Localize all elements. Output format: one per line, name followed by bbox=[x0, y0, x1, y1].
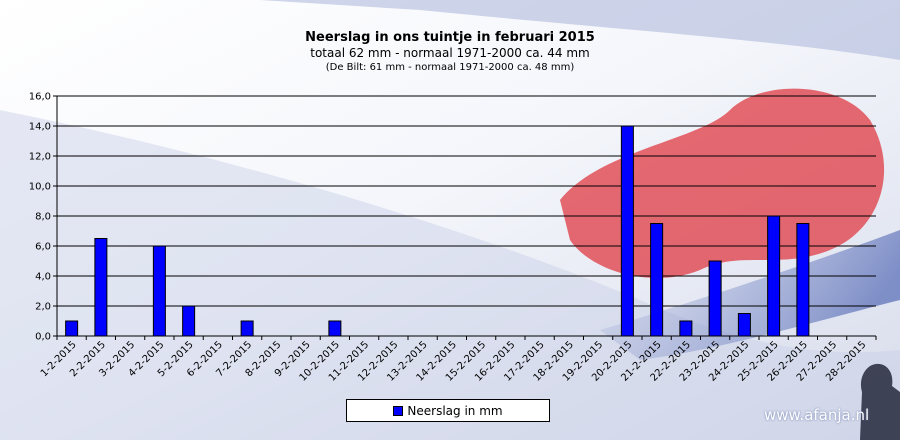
chart-note: (De Bilt: 61 mm - normaal 1971-2000 ca. … bbox=[325, 62, 575, 73]
y-tick-label: 12,0 bbox=[29, 152, 51, 163]
bar bbox=[679, 320, 693, 337]
bar bbox=[94, 238, 108, 337]
chart-subtitle: totaal 62 mm - normaal 1971-2000 ca. 44 … bbox=[310, 46, 590, 60]
y-tick-label: 10,0 bbox=[29, 182, 51, 193]
bar bbox=[620, 125, 634, 337]
bar bbox=[737, 313, 751, 337]
bar bbox=[708, 260, 722, 337]
y-tick-label: 14,0 bbox=[29, 122, 51, 133]
bar bbox=[152, 245, 166, 337]
legend-swatch bbox=[393, 405, 404, 416]
legend: Neerslag in mm bbox=[346, 399, 550, 422]
y-tick-label: 8,0 bbox=[35, 212, 51, 223]
y-tick-label: 2,0 bbox=[35, 302, 51, 313]
y-tick-label: 0,0 bbox=[35, 332, 51, 343]
chart-title: Neerslag in ons tuintje in februari 2015 bbox=[305, 30, 595, 45]
y-tick-label: 6,0 bbox=[35, 242, 51, 253]
bar bbox=[240, 320, 254, 337]
bar bbox=[767, 215, 781, 337]
y-tick-label: 16,0 bbox=[29, 92, 51, 103]
bar bbox=[650, 223, 664, 337]
watermark-text: www.afanja.nl bbox=[764, 406, 870, 424]
bar bbox=[796, 223, 810, 337]
y-tick-label: 4,0 bbox=[35, 272, 51, 283]
bar bbox=[65, 320, 79, 337]
bar bbox=[328, 320, 342, 337]
bar bbox=[182, 305, 196, 337]
legend-label: Neerslag in mm bbox=[407, 403, 503, 418]
